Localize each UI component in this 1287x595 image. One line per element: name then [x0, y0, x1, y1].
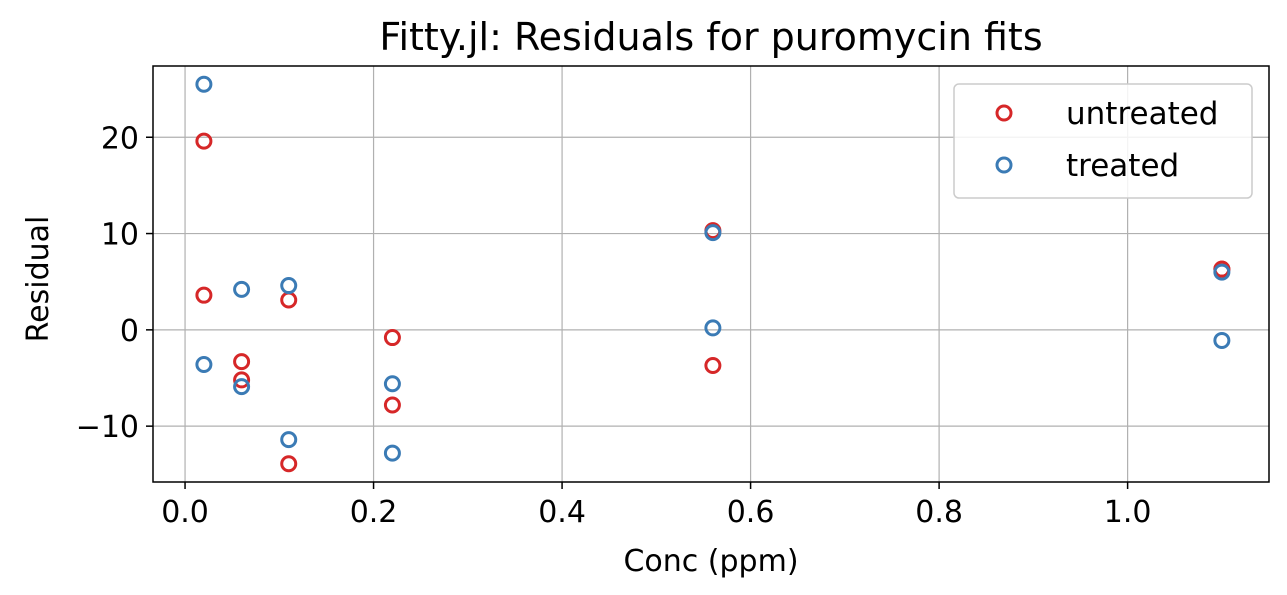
- x-tick-label: 1.0: [1104, 495, 1152, 530]
- legend-label: treated: [1066, 148, 1179, 184]
- legend-label: untreated: [1066, 96, 1219, 132]
- plot-frame: [152, 65, 1270, 483]
- x-tick-label: 0.8: [915, 495, 963, 530]
- data-point: [233, 371, 251, 389]
- x-tick-label: 0.2: [350, 495, 398, 530]
- legend-frame: [953, 83, 1253, 199]
- data-point: [280, 431, 298, 449]
- data-point: [233, 378, 251, 396]
- data-point: [383, 375, 401, 393]
- data-point: [195, 132, 213, 150]
- data-point: [233, 280, 251, 298]
- data-point: [280, 455, 298, 473]
- plot-area: 0.0 0.2 0.4 0.6 0.8 1.0 −10 0 10 20 untreated treat…: [76, 65, 1270, 530]
- data-point: [280, 277, 298, 295]
- x-tick-label: 0.0: [161, 495, 209, 530]
- data-point: [195, 75, 213, 93]
- data-point: [1213, 331, 1231, 349]
- data-point: [195, 356, 213, 374]
- legend-marker: [995, 156, 1013, 174]
- y-axis-title: Residual: [21, 216, 56, 343]
- data-point: [704, 356, 722, 374]
- data-point: [704, 319, 722, 337]
- y-tick-label: 10: [101, 218, 139, 253]
- x-tick-label: 0.6: [727, 495, 775, 530]
- y-tick-label: −10: [76, 410, 139, 445]
- data-point: [383, 396, 401, 414]
- y-tick-label: 0: [120, 314, 139, 349]
- legend: untreated treated: [953, 83, 1253, 199]
- x-axis-title: Conc (ppm): [623, 544, 798, 579]
- data-point: [704, 224, 722, 242]
- series-treated: [195, 75, 1231, 462]
- y-tick-label: 20: [101, 121, 139, 156]
- legend-marker: [995, 104, 1013, 122]
- data-point: [383, 444, 401, 462]
- data-point: [233, 353, 251, 371]
- data-point: [1213, 263, 1231, 281]
- data-point: [383, 329, 401, 347]
- x-tick-label: 0.4: [538, 495, 586, 530]
- data-point: [195, 286, 213, 304]
- chart-title: Fitty.jl: Residuals for puromycin fits: [379, 15, 1042, 59]
